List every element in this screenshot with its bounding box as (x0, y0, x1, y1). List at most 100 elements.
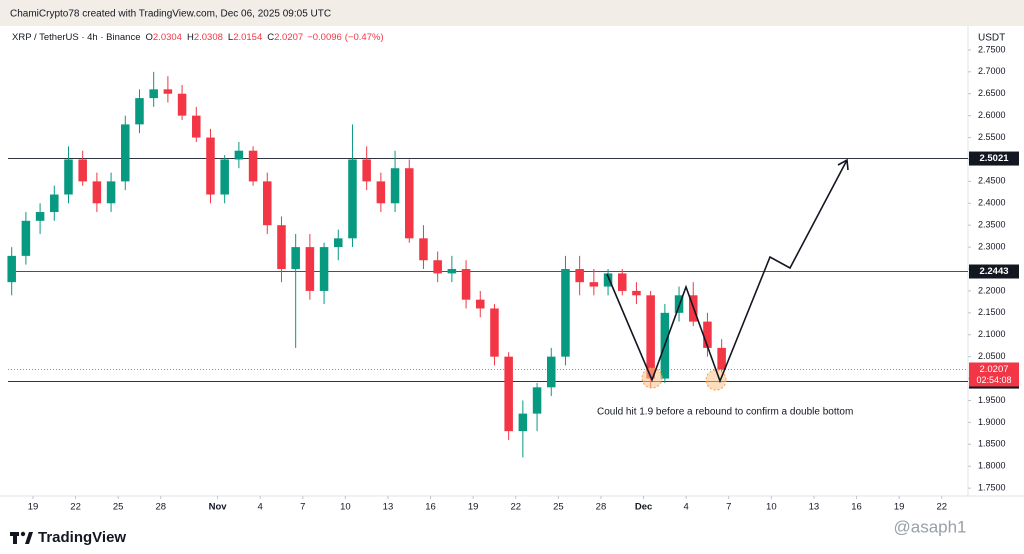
candle-body (248, 150, 258, 182)
chart-panel (0, 26, 1024, 529)
candle-body (518, 413, 528, 432)
candle-body (546, 356, 556, 388)
y-tick-label: 1.8000 (978, 461, 1006, 471)
candle-body (64, 159, 73, 195)
y-tick-label: 2.3500 (978, 220, 1006, 230)
candle-body (447, 269, 457, 274)
candle-body (376, 181, 386, 204)
countdown: 02:54:08 (976, 375, 1011, 385)
legend-text: XRP / TetherUS · 4h · Binance O2.0304 H2.0… (12, 32, 384, 43)
x-tick-label: 28 (155, 502, 166, 513)
bottom-marker (705, 369, 727, 391)
candle-body (405, 168, 414, 239)
candle-body (305, 247, 315, 291)
legend-value: 2.0304 (153, 32, 182, 43)
x-tick-label: 22 (70, 502, 81, 513)
candle-body (632, 290, 641, 296)
x-tick-label: Dec (635, 502, 652, 513)
candle-body (106, 181, 116, 204)
level-label-box (969, 151, 1019, 166)
candle-body (206, 137, 215, 195)
x-tick-label: 19 (28, 502, 39, 513)
candle-body (177, 93, 187, 116)
candle-body (277, 225, 286, 270)
candle-body (263, 181, 272, 226)
y-tick-label: 1.9000 (978, 417, 1006, 427)
x-tick-label: 10 (766, 502, 777, 513)
candle-body (149, 89, 158, 99)
candle-body (220, 159, 229, 195)
change-pct: (−0.47%) (345, 32, 384, 43)
candle-body (589, 282, 599, 287)
candle-body (390, 168, 400, 204)
x-tick-label: 25 (113, 502, 124, 513)
candle-body (135, 98, 144, 125)
level-label: 2.2443 (979, 266, 1008, 277)
candle-body (192, 115, 201, 138)
legend-letter: O (146, 32, 153, 43)
candle-body (21, 220, 31, 256)
change: −0.0096 (307, 32, 342, 43)
y-tick-label: 2.7000 (978, 66, 1006, 76)
candle-body (234, 150, 244, 160)
candle-body (7, 255, 16, 283)
tradingview-logo (10, 531, 33, 544)
header-text: ChamiCrypto78 created with TradingView.c… (10, 9, 331, 20)
candle-body (78, 159, 87, 182)
x-tick-label: 13 (809, 502, 820, 513)
candle-body (575, 269, 584, 283)
y-tick-label: 1.8500 (978, 439, 1006, 449)
y-tick-label: 1.7500 (978, 482, 1006, 492)
candle-body (362, 159, 371, 182)
legend-value: 2.0154 (233, 32, 262, 43)
x-tick-label: 22 (510, 502, 521, 513)
candle-body (490, 308, 499, 357)
x-tick-label: 16 (425, 502, 436, 513)
y-tick-label: 2.2000 (978, 285, 1006, 295)
brand: TradingView (38, 529, 126, 546)
legend-letter: C (267, 32, 274, 43)
candle-body (163, 89, 173, 94)
x-tick-label: 10 (340, 502, 351, 513)
legend: XRP / TetherUS · 4h · Binance O2.0304 H2.0… (12, 32, 384, 43)
candle-body (603, 273, 613, 287)
candle-body (50, 194, 59, 213)
y-tick-label: 2.0500 (978, 351, 1006, 361)
header-bar (0, 0, 1024, 26)
candle-body (291, 247, 300, 270)
x-tick-label: 4 (683, 502, 688, 513)
candle-body (35, 212, 45, 221)
y-tick-label: 2.4500 (978, 176, 1006, 186)
legend-value: 2.0308 (194, 32, 223, 43)
candle-body (348, 159, 357, 239)
candle-body (334, 238, 343, 248)
last-price-label: 2.0207 (979, 364, 1008, 375)
last-price-box (969, 362, 1019, 387)
y-tick-label: 2.5500 (978, 132, 1006, 142)
x-tick-label: Nov (209, 502, 228, 513)
y-tick-label: 2.7500 (978, 44, 1006, 54)
x-tick-label: 19 (894, 502, 905, 513)
candle-body (561, 269, 570, 357)
projection-arrow (837, 158, 849, 171)
candle-body (92, 181, 102, 204)
candle-body (461, 269, 471, 300)
legend-letter: H (187, 32, 194, 43)
x-tick-label: 13 (383, 502, 394, 513)
candle-body (703, 321, 712, 348)
candle-body (617, 273, 627, 291)
y-tick-label: 2.1500 (978, 307, 1006, 317)
y-tick-label: 2.1000 (978, 329, 1006, 339)
candle-body (504, 356, 513, 432)
symbol: XRP / TetherUS · 4h · Binance (12, 32, 141, 43)
x-tick-label: 22 (936, 502, 947, 513)
legend-letter: L (228, 32, 233, 43)
watermark: @asaph1 (893, 517, 966, 536)
x-tick-label: 4 (258, 502, 263, 513)
y-tick-label: 2.6500 (978, 88, 1006, 98)
y-tick-label: 2.3000 (978, 241, 1006, 251)
candle-body (532, 387, 542, 414)
x-tick-label: 25 (553, 502, 564, 513)
